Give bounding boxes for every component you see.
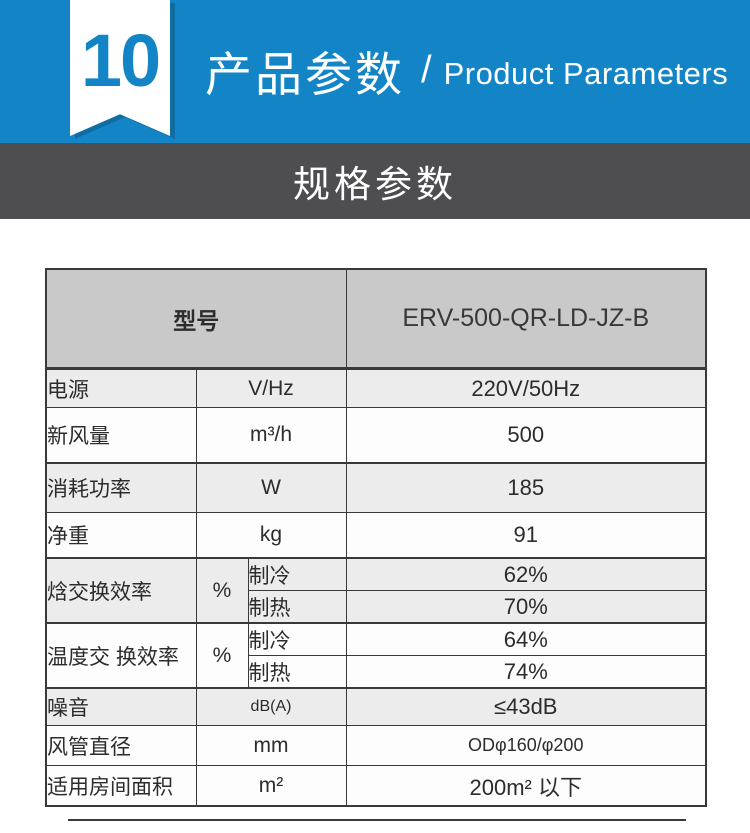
section-number-ribbon: 10 [70, 0, 170, 136]
table-row-applicable-room-area: 适用房间面积 m² 200m² 以下 [45, 765, 707, 807]
table-row-enthalpy-efficiency-cooling: 焓交换效率 % 制冷 62% [45, 557, 707, 624]
spec-label-cell: 适用房间面积 [45, 765, 197, 807]
table-row-noise: 噪音 dB(A) ≤43dB [45, 687, 707, 726]
section-title: 产品参数 / Product Parameters [205, 0, 740, 140]
model-value-cell: ERV-500-QR-LD-JZ-B [345, 268, 707, 370]
table-row-power-consumption: 消耗功率 W 185 [45, 462, 707, 513]
bookmark-ribbon-icon: 10 [70, 0, 170, 136]
spec-value-cell: 70% [345, 590, 707, 624]
spec-label-cell: 净重 [45, 512, 197, 559]
section-header-band: 10 产品参数 / Product Parameters [0, 0, 750, 143]
spec-label-cell: 噪音 [45, 687, 197, 726]
spec-unit-cell: V/Hz [195, 368, 347, 408]
spec-value-cell: 91 [345, 512, 707, 559]
spec-mode-cell: 制热 [247, 590, 347, 624]
spec-unit-cell: dB(A) [195, 687, 347, 726]
spec-mode-cell: 制冷 [247, 557, 347, 591]
spec-value-cell: 62% [345, 557, 707, 591]
spec-unit-cell: W [195, 462, 347, 513]
spec-unit-cell: m² [195, 765, 347, 807]
spec-mode-cell: 制热 [247, 655, 347, 689]
table-row-fresh-air-volume: 新风量 m³/h 500 [45, 407, 707, 464]
title-separator: / [421, 48, 432, 91]
spec-unit-cell: kg [195, 512, 347, 559]
section-title-english: Product Parameters [443, 56, 729, 91]
subsection-title: 规格参数 [293, 164, 457, 205]
spec-unit-cell: % [195, 557, 249, 624]
spec-value-cell: 64% [345, 622, 707, 656]
spec-label-cell: 消耗功率 [45, 462, 197, 513]
table-row-net-weight: 净重 kg 91 [45, 512, 707, 559]
model-label-cell: 型号 [45, 268, 347, 370]
table-row-temperature-efficiency-heating: 制热 74% [46, 655, 707, 689]
section-number: 10 [80, 19, 161, 102]
section-title-chinese: 产品参数 [205, 47, 405, 101]
spec-value-cell: 500 [345, 407, 707, 464]
spec-label-cell: 电源 [45, 368, 197, 408]
spec-mode-cell: 制冷 [247, 622, 347, 656]
spec-value-cell: 185 [345, 462, 707, 513]
table-row-power-supply: 电源 V/Hz 220V/50Hz [45, 368, 707, 408]
spec-label-cell: 温度交 换效率 [45, 622, 197, 689]
spec-label-cell: 新风量 [45, 407, 197, 464]
subsection-banner: 规格参数 [0, 143, 750, 219]
spec-value-cell: 74% [345, 655, 707, 689]
table-row-model: 型号 ERV-500-QR-LD-JZ-B [45, 268, 707, 370]
spec-table: 型号 ERV-500-QR-LD-JZ-B 电源 V/Hz 220V/50Hz … [45, 268, 708, 807]
spec-value-cell: 220V/50Hz [345, 368, 707, 408]
spec-unit-cell: % [195, 622, 249, 689]
spec-value-cell: ≤43dB [345, 687, 707, 726]
spec-value-cell: 200m² 以下 [345, 765, 707, 807]
spec-value-cell: ODφ160/φ200 [345, 725, 707, 766]
spec-unit-cell: mm [195, 725, 347, 766]
spec-label-cell: 风管直径 [45, 725, 197, 766]
spec-label-cell: 焓交换效率 [45, 557, 197, 624]
table-row-temperature-efficiency-cooling: 温度交 换效率 % 制冷 64% [45, 622, 707, 689]
table-row-duct-diameter: 风管直径 mm ODφ160/φ200 [45, 725, 707, 766]
spec-unit-cell: m³/h [195, 407, 347, 464]
bottom-divider [68, 819, 686, 821]
